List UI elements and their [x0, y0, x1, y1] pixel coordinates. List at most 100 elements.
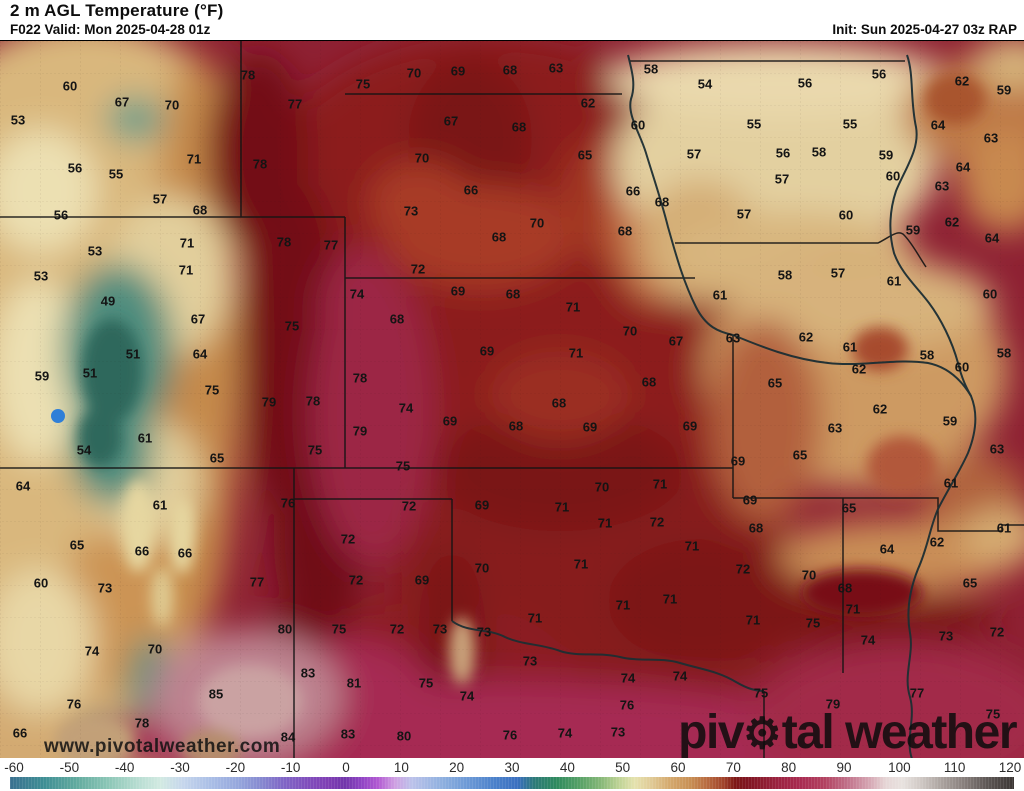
station-temperature: 84 [280, 729, 296, 745]
station-temperature: 78 [352, 370, 368, 386]
station-temperature: 69 [730, 453, 746, 469]
station-temperature: 80 [396, 728, 412, 744]
station-temperature: 56 [775, 145, 791, 161]
station-temperature: 73 [610, 724, 626, 740]
station-temperature: 63 [983, 130, 999, 146]
brand-text-post: tal weather [781, 706, 1018, 759]
station-temperature: 64 [955, 159, 971, 175]
colorbar-tick-label: 100 [888, 760, 911, 775]
station-temperature: 62 [851, 361, 867, 377]
station-temperature: 69 [479, 343, 495, 359]
colorbar-tick-label: 0 [342, 760, 350, 775]
station-temperature: 60 [62, 78, 78, 94]
station-temperature: 74 [349, 286, 365, 302]
station-temperature: 69 [414, 572, 430, 588]
station-temperature: 59 [878, 147, 894, 163]
colorbar-tick-label: 120 [998, 760, 1022, 775]
station-temperature: 53 [87, 243, 103, 259]
station-temperature: 74 [459, 688, 475, 704]
station-temperature: 74 [620, 670, 636, 686]
station-temperature: 78 [276, 234, 292, 250]
colorbar-gradient [10, 777, 1014, 789]
station-temperature: 66 [12, 725, 28, 741]
station-temperature: 85 [208, 686, 224, 702]
station-temperature: 75 [395, 458, 411, 474]
station-temperature: 71 [597, 515, 613, 531]
station-temperature: 53 [10, 112, 26, 128]
station-temperature: 71 [178, 262, 194, 278]
station-temperature: 74 [398, 400, 414, 416]
station-temperature: 61 [943, 475, 959, 491]
station-temperature: 71 [745, 612, 761, 628]
station-temperature: 63 [725, 330, 741, 346]
station-temperature: 62 [798, 329, 814, 345]
station-temperature: 72 [389, 621, 405, 637]
station-temperature: 64 [984, 230, 1000, 246]
brand-text-pre: piv [678, 706, 744, 759]
station-temperature: 70 [164, 97, 180, 113]
station-temperature: 59 [996, 82, 1012, 98]
station-temperature: 68 [505, 286, 521, 302]
station-temperature: 78 [134, 715, 150, 731]
station-temperature: 70 [406, 65, 422, 81]
station-temperature: 58 [643, 61, 659, 77]
station-temperature: 69 [450, 283, 466, 299]
station-temperature: 74 [84, 643, 100, 659]
station-temperature: 68 [389, 311, 405, 327]
station-temperature: 63 [989, 441, 1005, 457]
station-temperature: 71 [684, 538, 700, 554]
station-temperature: 57 [774, 171, 790, 187]
station-temperature: 65 [69, 537, 85, 553]
station-temperature: 55 [842, 116, 858, 132]
colorbar-tick-label: 70 [725, 760, 741, 775]
station-temperature: 77 [287, 96, 303, 112]
station-temperature: 74 [860, 632, 876, 648]
station-temperature: 72 [989, 624, 1005, 640]
station-temperature: 59 [34, 368, 50, 384]
station-temperature: 61 [137, 430, 153, 446]
station-temperature: 64 [930, 117, 946, 133]
station-temperature: 55 [746, 116, 762, 132]
colorbar-tick-label: 60 [670, 760, 686, 775]
station-temperature: 71 [615, 597, 631, 613]
colorbar-ticks: -60 -50 -40 -30 -20 -10 0 10 20 30 40 50 60 70 80 90 100… [4, 760, 1021, 775]
station-temperature: 75 [204, 382, 220, 398]
station-temperature: 71 [527, 610, 543, 626]
station-temperature: 76 [66, 696, 82, 712]
station-temperature: 56 [53, 207, 69, 223]
station-temperature: 73 [938, 628, 954, 644]
station-temperature: 78 [305, 393, 321, 409]
station-temperature: 75 [805, 615, 821, 631]
station-temperature: 49 [100, 293, 116, 309]
station-temperature: 68 [617, 223, 633, 239]
site-url-watermark: www.pivotalweather.com [44, 736, 281, 757]
gear-icon: ⚙ [743, 710, 782, 758]
station-temperature: 61 [996, 520, 1012, 536]
station-temperature: 78 [252, 156, 268, 172]
station-temperature: 58 [919, 347, 935, 363]
colorbar-tick-label: 30 [504, 760, 520, 775]
station-temperature: 63 [827, 420, 843, 436]
station-temperature: 74 [672, 668, 688, 684]
station-temperature: 71 [554, 499, 570, 515]
station-temperature: 71 [573, 556, 589, 572]
station-temperature: 83 [340, 726, 356, 742]
colorbar-tick-label: -40 [114, 760, 135, 775]
colorbar-tick-label: 80 [781, 760, 797, 775]
station-temperature: 70 [801, 567, 817, 583]
weather-map: 60 67 70 53 56 55 57 56 53 53 49 51 51 59 54 61 64 61 65 66… [0, 40, 1024, 760]
station-temperature: 56 [67, 160, 83, 176]
station-temperature: 76 [619, 697, 635, 713]
station-temperature: 68 [491, 229, 507, 245]
station-temperature: 75 [753, 685, 769, 701]
station-temperature: 69 [742, 492, 758, 508]
forecast-valid-time: F022 Valid: Mon 2025-04-28 01z [10, 22, 211, 37]
station-temperature: 80 [277, 621, 293, 637]
station-temperature: 62 [954, 73, 970, 89]
model-init-time: Init: Sun 2025-04-27 03z RAP [832, 22, 1017, 37]
colorbar-tick-label: -30 [170, 760, 190, 775]
station-temperature: 69 [450, 63, 466, 79]
station-temperature: 67 [114, 94, 130, 110]
station-temperature: 73 [97, 580, 113, 596]
